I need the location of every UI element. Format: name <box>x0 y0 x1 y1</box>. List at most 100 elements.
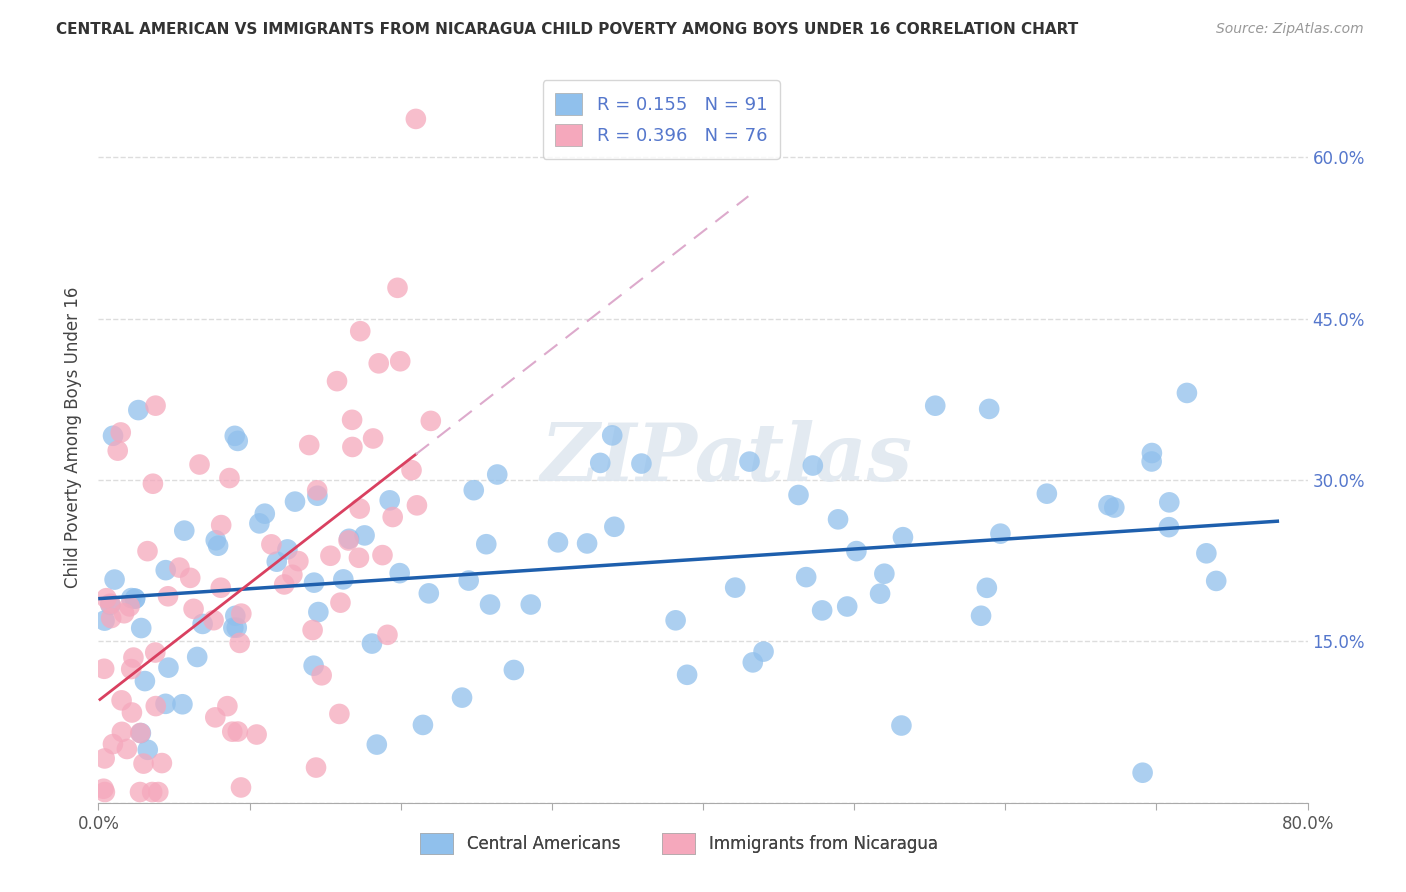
Point <box>217 699 239 714</box>
Point <box>924 399 946 413</box>
Point <box>172 698 194 712</box>
Point <box>247 516 270 531</box>
Point <box>389 354 412 368</box>
Point <box>479 598 502 612</box>
Point <box>143 646 166 660</box>
Point <box>115 742 138 756</box>
Point <box>502 663 524 677</box>
Point <box>136 743 159 757</box>
Point <box>349 501 371 516</box>
Point <box>204 533 226 548</box>
Point <box>145 399 167 413</box>
Point <box>260 537 283 551</box>
Point <box>367 356 389 370</box>
Point <box>869 587 891 601</box>
Point <box>100 598 122 612</box>
Point <box>93 781 115 796</box>
Point <box>305 761 328 775</box>
Point <box>307 489 329 503</box>
Point <box>218 471 240 485</box>
Point <box>183 602 205 616</box>
Point <box>388 566 411 581</box>
Point <box>96 591 118 606</box>
Point <box>381 510 404 524</box>
Point <box>1097 498 1119 512</box>
Point <box>266 555 288 569</box>
Point <box>100 611 122 625</box>
Point <box>156 589 179 603</box>
Point <box>837 599 859 614</box>
Point <box>1205 574 1227 588</box>
Text: ZIPatlas: ZIPatlas <box>541 420 914 498</box>
Point <box>225 621 247 635</box>
Point <box>221 724 243 739</box>
Point <box>141 785 163 799</box>
Point <box>281 567 304 582</box>
Point <box>224 608 246 623</box>
Point <box>204 710 226 724</box>
Point <box>169 560 191 574</box>
Point <box>145 699 167 714</box>
Point <box>337 532 360 546</box>
Point <box>353 528 375 542</box>
Point <box>129 726 152 740</box>
Point <box>377 628 399 642</box>
Point <box>1157 520 1180 534</box>
Point <box>107 443 129 458</box>
Point <box>724 581 747 595</box>
Point <box>94 785 117 799</box>
Point <box>129 785 152 799</box>
Point <box>371 548 394 562</box>
Point <box>226 434 249 448</box>
Point <box>228 636 250 650</box>
Point <box>603 520 626 534</box>
Point <box>207 539 229 553</box>
Point <box>326 374 349 388</box>
Point <box>110 693 132 707</box>
Point <box>246 727 269 741</box>
Point <box>173 524 195 538</box>
Point <box>329 596 352 610</box>
Point <box>148 785 170 799</box>
Point <box>787 488 810 502</box>
Text: Source: ZipAtlas.com: Source: ZipAtlas.com <box>1216 22 1364 37</box>
Point <box>120 662 142 676</box>
Point <box>630 457 652 471</box>
Point <box>93 662 115 676</box>
Point <box>589 456 612 470</box>
Point <box>600 428 623 442</box>
Point <box>366 738 388 752</box>
Point <box>319 549 342 563</box>
Text: CENTRAL AMERICAN VS IMMIGRANTS FROM NICARAGUA CHILD POVERTY AMONG BOYS UNDER 16 : CENTRAL AMERICAN VS IMMIGRANTS FROM NICA… <box>56 22 1078 37</box>
Point <box>845 544 868 558</box>
Point <box>976 581 998 595</box>
Point <box>457 574 479 588</box>
Point <box>298 438 321 452</box>
Point <box>811 603 834 617</box>
Point <box>1159 495 1181 509</box>
Point <box>224 429 246 443</box>
Point <box>328 706 350 721</box>
Point <box>127 403 149 417</box>
Point <box>112 606 135 620</box>
Point <box>132 756 155 771</box>
Legend: Central Americans, Immigrants from Nicaragua: Central Americans, Immigrants from Nicar… <box>413 827 945 860</box>
Point <box>253 507 276 521</box>
Point <box>401 463 423 477</box>
Point <box>361 432 384 446</box>
Point <box>378 493 401 508</box>
Point <box>342 440 364 454</box>
Point <box>202 613 225 627</box>
Point <box>129 621 152 635</box>
Point <box>451 690 474 705</box>
Point <box>519 598 541 612</box>
Point <box>120 591 142 605</box>
Point <box>405 112 427 126</box>
Point <box>1104 500 1126 515</box>
Point <box>287 554 309 568</box>
Point <box>231 607 253 621</box>
Point <box>93 751 115 765</box>
Point <box>118 599 141 614</box>
Point <box>150 756 173 770</box>
Point <box>340 413 363 427</box>
